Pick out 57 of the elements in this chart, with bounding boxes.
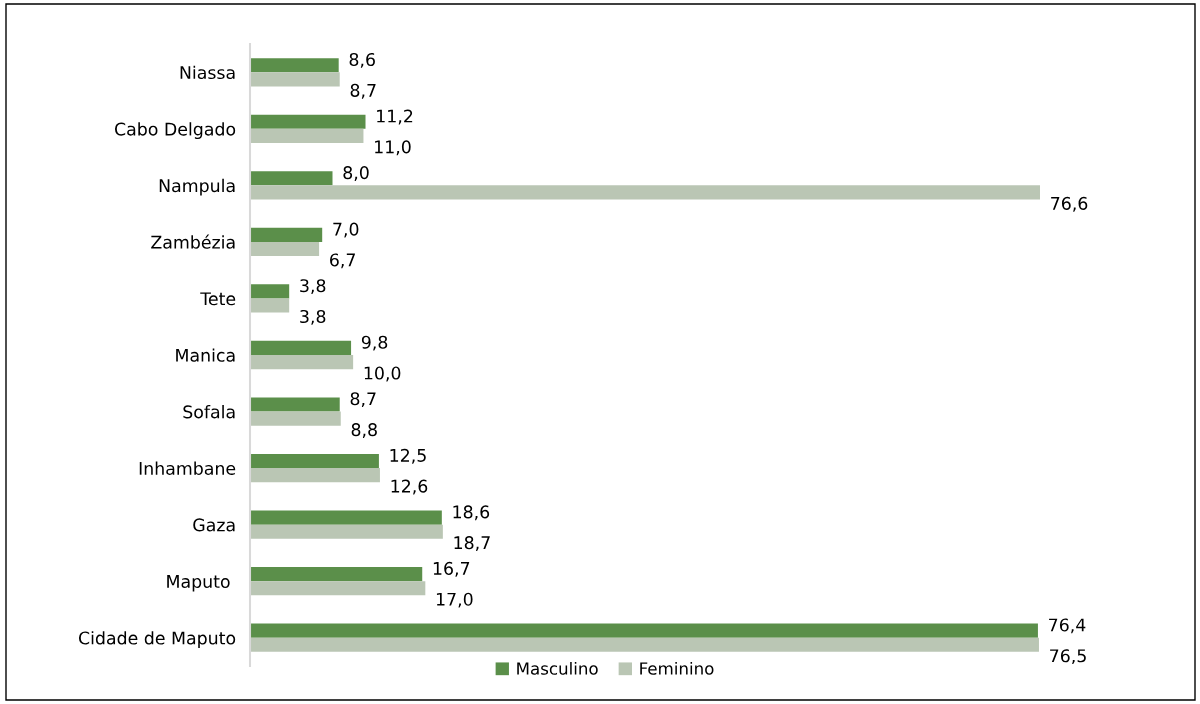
y-tick-label: Tete <box>200 292 236 306</box>
data-label: 8,0 <box>343 166 369 181</box>
bar <box>250 623 1038 638</box>
bar <box>250 581 426 596</box>
data-label: 11,0 <box>375 140 411 156</box>
y-tick-label: Cabo Delgado <box>114 122 236 140</box>
bar <box>250 355 354 370</box>
bar <box>250 340 352 355</box>
data-label: 76,4 <box>1049 618 1086 634</box>
y-tick-label: Manica <box>176 348 235 362</box>
y-tick-label: Niassa <box>180 65 235 80</box>
bar <box>250 637 1039 652</box>
data-label: 76,5 <box>1050 649 1086 665</box>
data-label: 10,0 <box>364 366 401 382</box>
y-tick-label: Maputo <box>167 575 230 592</box>
bar <box>250 453 379 469</box>
bar <box>250 510 442 525</box>
data-label: 17,0 <box>436 592 473 608</box>
bar <box>250 241 320 257</box>
y-tick-label: Inhambane <box>139 461 236 475</box>
data-label: 11,2 <box>377 109 413 125</box>
bar <box>250 411 341 426</box>
y-tick-label: Gaza <box>193 518 235 532</box>
y-tick-label: Cidade de Maputo <box>78 631 236 648</box>
bar <box>250 128 364 143</box>
bar <box>250 58 339 73</box>
y-tick-label: Zambézia <box>151 234 235 249</box>
bar <box>250 72 340 87</box>
data-label: 8,8 <box>351 423 377 438</box>
bar <box>250 114 366 129</box>
data-label: 18,6 <box>453 505 490 521</box>
data-label: 12,6 <box>391 479 428 495</box>
bar <box>250 524 443 539</box>
data-label: 18,7 <box>454 536 490 552</box>
legend-label: Masculino <box>517 661 598 675</box>
data-label: 9,8 <box>361 335 388 351</box>
bar <box>250 284 290 299</box>
data-label: 8,7 <box>350 392 376 408</box>
data-label: 3,8 <box>300 309 326 325</box>
bar <box>250 468 380 483</box>
bar <box>250 397 340 412</box>
data-label: 16,7 <box>433 561 470 577</box>
data-label: 8,7 <box>350 83 376 99</box>
bar <box>250 185 1040 200</box>
y-tick-label: Sofala <box>183 404 235 419</box>
data-label: 3,8 <box>300 279 326 295</box>
bar <box>250 171 333 186</box>
data-label: 6,7 <box>330 253 355 269</box>
bar <box>250 298 290 313</box>
bar <box>250 567 423 582</box>
y-tick-label: Nampula <box>159 178 235 196</box>
data-label: 76,6 <box>1051 196 1088 212</box>
bar <box>250 227 323 242</box>
data-label: 12,5 <box>390 448 426 464</box>
data-label: 7,0 <box>333 222 359 238</box>
legend-label: Feminino <box>640 661 714 675</box>
data-label: 8,6 <box>349 52 375 68</box>
